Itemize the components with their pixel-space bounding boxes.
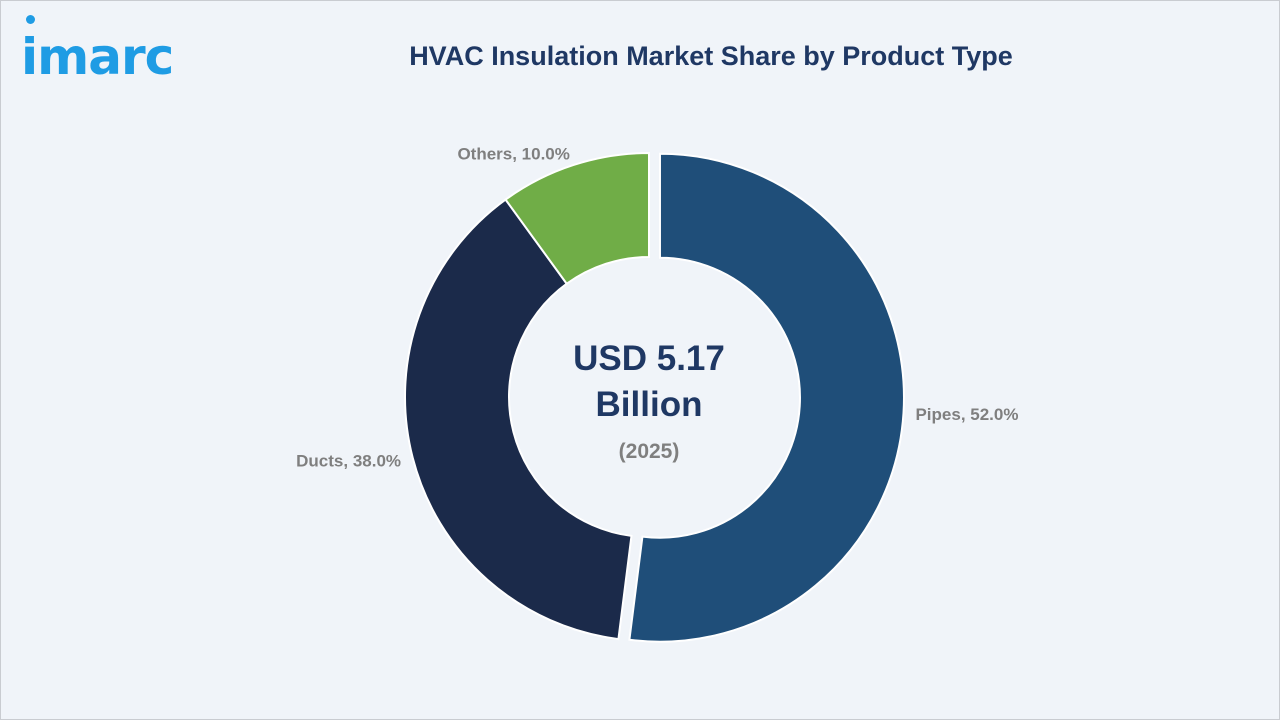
slice-pipes (628, 152, 905, 643)
slice-label-ducts: Ducts, 38.0% (296, 452, 401, 471)
center-value-line-2: Billion (596, 385, 703, 424)
logo-text: imarc (21, 28, 174, 86)
chart-title: HVAC Insulation Market Share by Product … (409, 41, 1013, 71)
slice-others (504, 151, 650, 286)
center-subtitle: (2025) (619, 440, 680, 463)
slice-label-others: Others, 10.0% (457, 145, 569, 164)
center-value-line-1: USD 5.17 (573, 339, 725, 378)
logo-dot (26, 15, 35, 24)
slice-label-pipes: Pipes, 52.0% (915, 405, 1018, 424)
slice-ducts (404, 198, 633, 641)
brand-logo: imarc (21, 15, 221, 86)
